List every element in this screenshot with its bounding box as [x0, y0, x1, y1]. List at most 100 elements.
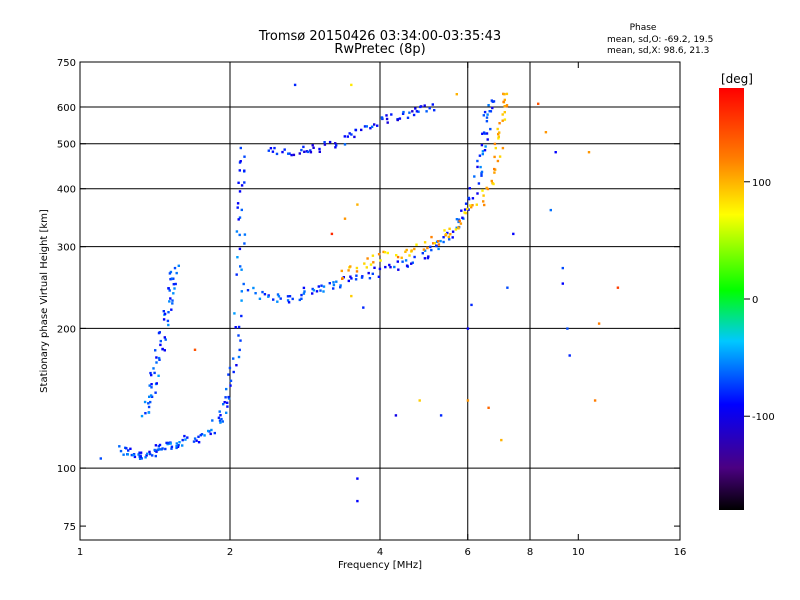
data-point: [269, 147, 273, 150]
data-point: [303, 150, 306, 153]
data-point: [178, 441, 181, 444]
data-point: [475, 203, 478, 206]
data-point: [172, 277, 175, 280]
data-point: [213, 431, 216, 435]
data-point: [377, 275, 381, 278]
data-point: [485, 132, 489, 135]
data-point: [293, 83, 297, 87]
data-point: [290, 153, 293, 157]
data-point: [159, 343, 162, 347]
data-point: [175, 445, 178, 448]
data-point: [239, 146, 242, 150]
data-point: [161, 447, 164, 450]
data-point: [221, 420, 224, 423]
data-point: [396, 118, 399, 122]
data-point: [155, 382, 158, 385]
data-point: [238, 247, 242, 251]
data-point: [261, 290, 264, 294]
colorbar-tick-label: -100: [752, 412, 775, 423]
data-point: [439, 239, 442, 243]
data-point: [365, 125, 368, 128]
data-point: [544, 131, 548, 134]
data-point: [405, 264, 409, 267]
data-point: [406, 116, 410, 119]
data-point: [306, 150, 310, 154]
data-point: [148, 395, 151, 398]
data-point: [243, 155, 246, 158]
data-point: [279, 297, 282, 300]
data-point: [146, 452, 149, 455]
data-point: [418, 399, 421, 402]
data-point: [246, 289, 250, 292]
data-point: [232, 370, 235, 374]
data-point: [494, 146, 497, 150]
data-point: [397, 268, 400, 271]
data-point: [236, 202, 240, 205]
data-point: [481, 152, 484, 156]
stats-o-mode: mean, sd,O: -69.2, 19.5: [607, 35, 713, 45]
data-point: [493, 155, 496, 159]
data-point: [309, 151, 313, 154]
data-point: [451, 230, 455, 233]
y-tick-label: 600: [57, 103, 76, 114]
data-point: [275, 152, 279, 156]
data-point: [463, 211, 466, 214]
data-point: [276, 293, 280, 296]
data-point: [340, 269, 343, 273]
data-point: [410, 249, 413, 252]
data-point: [593, 399, 597, 402]
data-point: [193, 437, 197, 440]
data-point: [477, 182, 481, 185]
data-point: [267, 149, 270, 152]
data-point: [239, 160, 242, 163]
data-point: [448, 227, 451, 230]
data-point: [503, 111, 506, 114]
y-tick-label: 400: [57, 185, 76, 196]
data-point: [376, 124, 379, 127]
data-point: [457, 227, 460, 230]
data-point: [505, 104, 509, 107]
data-point: [167, 287, 170, 290]
data-point: [485, 116, 489, 119]
data-point: [322, 290, 325, 293]
data-point: [350, 83, 353, 87]
data-point: [360, 128, 363, 132]
data-point: [322, 285, 326, 288]
data-point: [354, 278, 358, 281]
data-point: [411, 110, 414, 113]
data-point: [147, 411, 151, 414]
data-point: [175, 271, 178, 275]
data-point: [410, 262, 413, 265]
x-axis-label: Frequency [MHz]: [338, 560, 422, 571]
data-point: [356, 477, 359, 480]
data-point: [149, 371, 152, 375]
data-point: [193, 348, 197, 351]
data-point: [466, 399, 470, 402]
data-point: [461, 216, 464, 219]
data-point: [503, 118, 507, 121]
data-point: [413, 247, 416, 251]
data-point: [119, 449, 123, 453]
data-point: [157, 356, 161, 360]
data-point: [398, 117, 402, 120]
y-tick-label: 100: [57, 464, 76, 475]
data-point: [286, 299, 290, 302]
data-point: [243, 169, 246, 172]
data-point: [501, 119, 504, 122]
data-point: [371, 254, 375, 257]
data-point: [137, 453, 140, 456]
data-point: [503, 105, 506, 108]
data-point: [150, 386, 153, 389]
data-point: [393, 265, 396, 269]
data-point: [287, 152, 290, 155]
data-point: [311, 292, 314, 295]
data-point: [222, 403, 225, 406]
data-point: [129, 447, 132, 450]
data-point: [154, 349, 157, 352]
data-point: [173, 266, 177, 270]
data-point: [169, 442, 172, 445]
plot-frame: [79, 61, 681, 541]
data-point: [480, 174, 483, 177]
data-point: [451, 236, 454, 239]
data-point: [153, 448, 156, 452]
